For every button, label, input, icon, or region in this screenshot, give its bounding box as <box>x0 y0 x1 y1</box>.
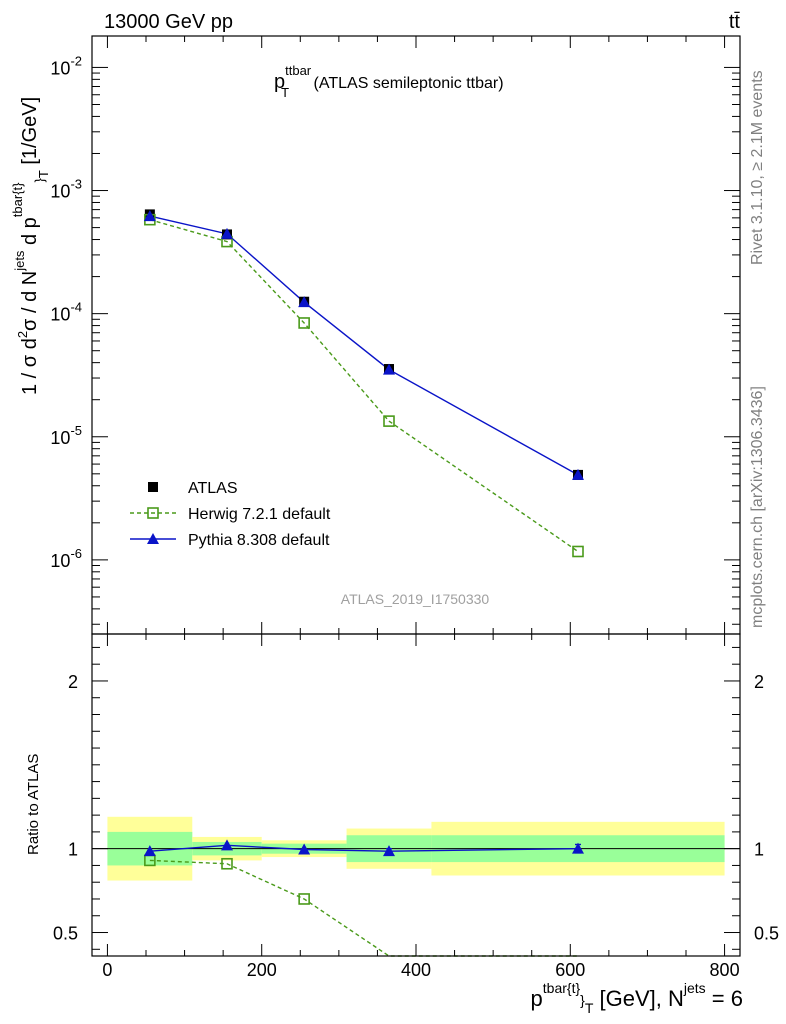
ratio-tick-label-right: 1 <box>754 840 764 860</box>
legend-label: Herwig 7.2.1 default <box>188 506 331 523</box>
rivet-label: Rivet 3.1.10, ≥ 2.1M events <box>749 70 766 265</box>
legend-label: ATLAS <box>188 480 238 497</box>
ratio-tick-label-left: 2 <box>68 672 78 692</box>
ratio-point <box>572 842 584 854</box>
ratio-point <box>143 845 156 857</box>
data-point <box>298 317 310 329</box>
legend-marker <box>147 507 159 519</box>
main-lines <box>149 215 579 553</box>
series-line-ratio <box>149 859 578 957</box>
legend-marker <box>148 482 158 492</box>
x-tick-label: 800 <box>710 960 740 980</box>
ratio-point <box>298 893 310 905</box>
ratio-tick-label-left: 0.5 <box>53 924 78 944</box>
energy-label: 13000 GeV pp <box>104 11 233 33</box>
legend: ATLAS Herwig 7.2.1 default Pythia 8.308 de… <box>130 480 331 549</box>
y-tick-label: 10-2 <box>50 53 82 78</box>
ratio-point <box>383 845 395 857</box>
y-axis-label: 1 / σ d2σ / d Njets d ptbar{t}}T [1/GeV] <box>10 97 51 395</box>
x-tick-label: 0 <box>102 960 112 980</box>
y-tick-label: 10-3 <box>50 177 82 202</box>
legend-marker <box>147 533 159 544</box>
y-tick-label: 10-4 <box>50 300 82 325</box>
data-point <box>383 415 395 427</box>
data-point <box>572 545 584 558</box>
plot-title: pttbar T (ATLAS semileptonic ttbar) <box>274 63 504 100</box>
x-tick-label: 200 <box>247 960 277 980</box>
data-point <box>383 363 395 375</box>
legend-label: Pythia 8.308 default <box>188 532 330 549</box>
process-label: tt̄ <box>729 11 741 33</box>
x-axis-label: ptbar{t}}T [GeV], Njets = 6 <box>531 980 743 1016</box>
mcplots-label: mcplots.cern.ch [arXiv:1306.3436] <box>749 386 766 628</box>
analysis-label: ATLAS_2019_I1750330 <box>341 591 490 607</box>
data-point <box>221 227 233 239</box>
data-point <box>298 296 311 308</box>
ticks <box>92 36 740 956</box>
x-tick-label: 400 <box>401 960 431 980</box>
series-line-main <box>149 215 579 476</box>
ratio-point <box>298 843 311 855</box>
ratio-y-axis-label: Ratio to ATLAS <box>25 754 42 855</box>
data-point <box>143 210 156 222</box>
ratio-tick-label-right: 0.5 <box>754 924 779 944</box>
ratio-tick-label-right: 2 <box>754 672 764 692</box>
ratio-tick-label-left: 1 <box>68 840 78 860</box>
ratio-frame <box>91 633 741 957</box>
y-tick-label: 10-6 <box>50 546 82 571</box>
y-tick-label: 10-5 <box>50 423 82 448</box>
ratio-point <box>221 857 233 870</box>
series-line-main <box>149 218 579 553</box>
ratio-markers <box>143 839 584 905</box>
tick-labels: 0 200 400 600 800 10-2 10-3 10-4 10-5 10-6 0.5 0.5 1… <box>50 53 779 980</box>
data-point <box>572 468 584 480</box>
main-markers <box>143 209 584 558</box>
ratio-point <box>221 839 233 851</box>
x-tick-label: 600 <box>555 960 585 980</box>
